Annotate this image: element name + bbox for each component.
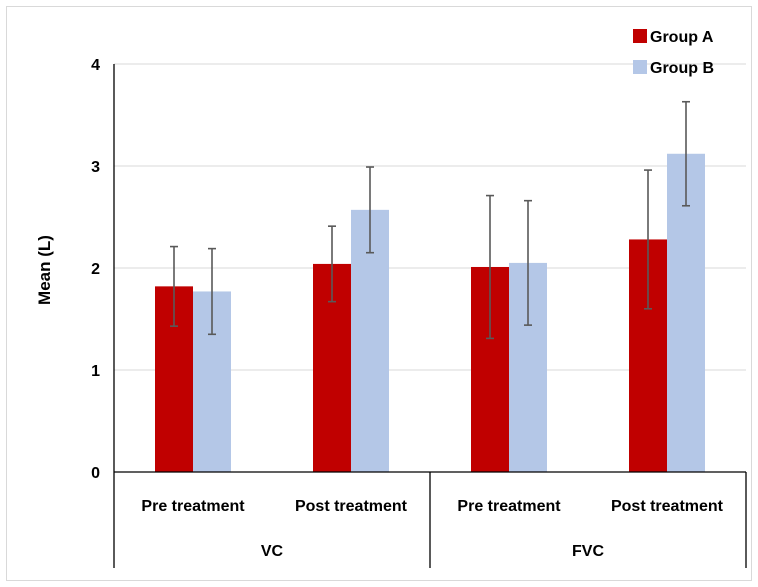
y-tick-label: 0 [91, 465, 100, 482]
y-tick-label: 3 [91, 159, 100, 176]
legend-label: Group A [650, 29, 714, 46]
x-category-label: Pre treatment [457, 498, 561, 515]
y-tick-label: 2 [91, 261, 100, 278]
bar-group-b [351, 209, 389, 473]
x-category-label: Pre treatment [141, 498, 245, 515]
legend-label: Group B [650, 60, 714, 77]
x-category-label: Post treatment [611, 498, 724, 515]
y-axis-title: Mean (L) [35, 235, 54, 305]
x-category-label: Post treatment [295, 498, 408, 515]
legend-swatch-group-a [633, 29, 647, 43]
axes: 0 1 2 3 4 Pre treatment Post treatment Pre trea… [91, 57, 747, 568]
bars [155, 153, 705, 473]
x-group-label: VC [261, 543, 284, 560]
legend: Group A Group B [633, 29, 714, 77]
y-tick-label: 4 [91, 57, 100, 74]
legend-swatch-group-b [633, 60, 647, 74]
y-tick-label: 1 [91, 363, 100, 380]
bar-group-b [667, 153, 705, 472]
error-bars [170, 100, 690, 340]
x-group-label: FVC [572, 543, 604, 560]
